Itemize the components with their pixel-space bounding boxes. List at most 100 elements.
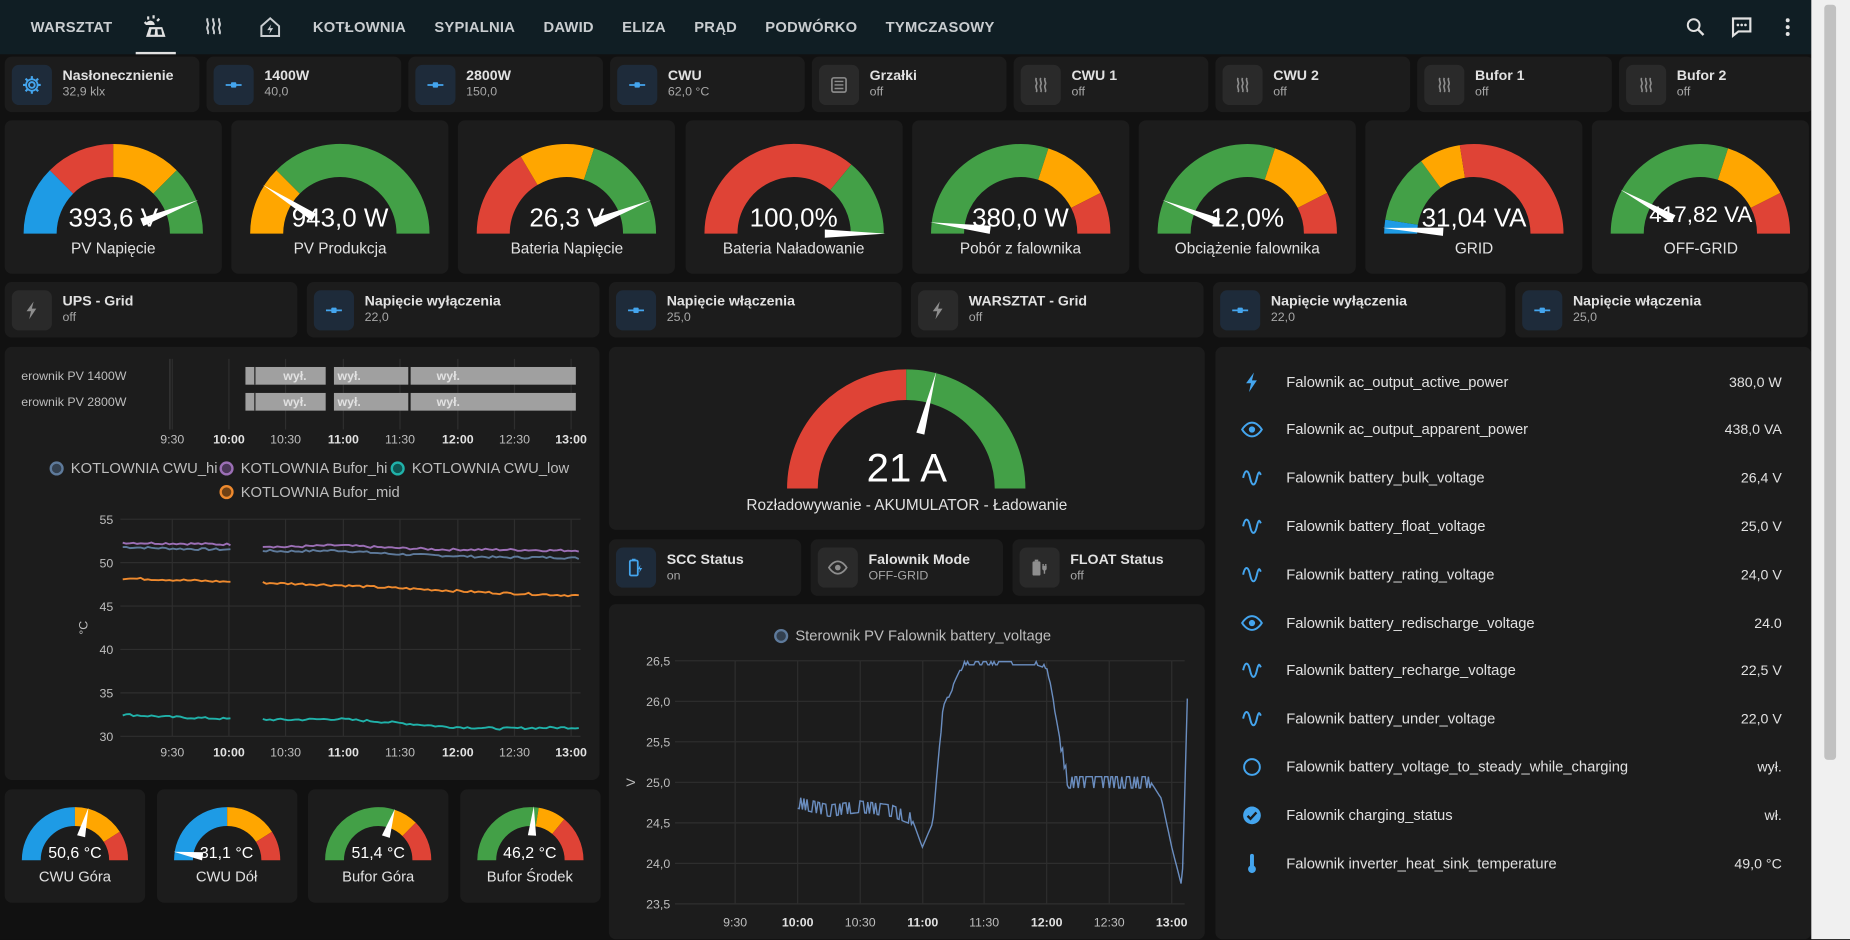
tile-icon-box[interactable] <box>615 289 657 330</box>
entity-row[interactable]: Falownik battery_recharge_voltage 22,5 V <box>1215 646 1796 694</box>
tab-dawid[interactable]: DAWID <box>529 0 608 54</box>
entity-tile[interactable]: Nasłonecznienie 32,9 klx <box>4 56 200 113</box>
entity-row[interactable]: Falownik battery_bulk_voltage 26,4 V <box>1215 454 1796 502</box>
legend-battery-voltage[interactable]: Sterownik PV Falownik battery_voltage <box>774 628 1051 644</box>
legend-cwu-hi[interactable]: KOTLOWNIA CWU_hi <box>49 460 218 477</box>
tab-home-power[interactable] <box>242 0 299 54</box>
gauge-card[interactable]: 380,0 W Pobór z falownika <box>911 120 1130 274</box>
entity-tile[interactable]: FLOAT Status off <box>1012 539 1205 596</box>
heater-icon <box>831 76 847 93</box>
legend-bufor-mid[interactable]: KOTLOWNIA Bufor_mid <box>219 484 400 500</box>
entity-tile[interactable]: CWU 2 off <box>1215 56 1411 113</box>
tile-icon-box[interactable] <box>918 289 959 330</box>
inverter-entity-list: Falownik ac_output_active_power 380,0 W … <box>1215 346 1812 940</box>
legend-bufor-hi[interactable]: KOTLOWNIA Bufor_hi <box>219 460 387 477</box>
entity-tile[interactable]: SCC Status on <box>608 539 802 596</box>
tile-icon-box[interactable] <box>817 547 858 588</box>
tab-kotlownia[interactable]: KOTŁOWNIA <box>299 0 420 54</box>
gauge-card[interactable]: 393,6 V PV Napięcie <box>4 120 222 274</box>
tab-heating[interactable] <box>185 0 242 54</box>
sine-wave-icon <box>1242 662 1262 679</box>
gauge-segment <box>787 369 907 489</box>
tile-state: off <box>968 310 983 326</box>
tile-icon-box[interactable] <box>11 289 52 330</box>
tile-icon-box[interactable] <box>1222 64 1263 105</box>
entity-row[interactable]: Falownik ac_output_active_power 380,0 W <box>1215 358 1796 406</box>
entity-tile[interactable]: CWU 1 off <box>1013 56 1209 113</box>
entity-row[interactable]: Falownik inverter_heat_sink_temperature … <box>1215 839 1796 887</box>
legend-cwu-low[interactable]: KOTLOWNIA CWU_low <box>390 460 569 477</box>
gauge-card[interactable]: 26,3 V Bateria Napięcie <box>458 120 676 274</box>
entity-row[interactable]: Falownik battery_voltage_to_steady_while… <box>1215 743 1796 791</box>
entity-tile[interactable]: Napięcie wyłączenia 22,0 <box>306 282 600 338</box>
entity-name: Falownik inverter_heat_sink_temperature <box>1286 854 1557 872</box>
scrollbar-thumb[interactable] <box>1824 4 1837 760</box>
tab-eliza[interactable]: ELIZA <box>608 0 680 54</box>
entity-row[interactable]: Falownik battery_under_voltage 22,0 V <box>1215 695 1796 743</box>
gauge-card[interactable]: 417,82 VA OFF-GRID <box>1592 120 1810 274</box>
entity-tile[interactable]: WARSZTAT - Grid off <box>910 282 1204 338</box>
gauge-card[interactable]: 943,0 W PV Produkcja <box>231 120 449 274</box>
tile-icon-box[interactable] <box>313 289 354 330</box>
gauge-segment <box>1070 192 1111 235</box>
entity-tile[interactable]: Grzałki off <box>811 56 1007 113</box>
more-vertical-icon[interactable] <box>1776 15 1800 39</box>
entity-tile[interactable]: Bufor 2 off <box>1618 56 1814 113</box>
entity-row[interactable]: Falownik ac_output_apparent_power 438,0 … <box>1215 406 1796 454</box>
tile-icon-box[interactable] <box>11 64 52 105</box>
tile-icon-box[interactable] <box>1522 289 1563 330</box>
search-icon[interactable] <box>1684 15 1708 39</box>
tile-state: 40,0 <box>264 85 289 100</box>
entity-row[interactable]: Falownik battery_redischarge_voltage 24.… <box>1215 598 1796 646</box>
battery-voltage-chart: 26,5 26,0 25,5 25,0 24,5 24,0 23,5 9:30 10:00 10:… <box>624 655 1189 929</box>
gauge-card[interactable]: 100,0% Bateria Naładowanie <box>685 120 903 274</box>
tab-prad[interactable]: PRĄD <box>680 0 751 54</box>
x-tick-label: 11:00 <box>328 745 359 759</box>
entity-tile[interactable]: 2800W 150,0 <box>408 56 603 113</box>
entity-tile[interactable]: Napięcie włączenia 25,0 <box>608 282 902 338</box>
gauge-segment <box>477 156 539 235</box>
heat-wave-icon <box>1640 76 1652 92</box>
tile-icon-box[interactable] <box>617 64 658 105</box>
tile-icon-box[interactable] <box>818 64 860 105</box>
gauge-card[interactable]: 31,04 VA GRID <box>1365 120 1583 274</box>
entity-tile[interactable]: CWU 62,0 °C <box>610 56 805 113</box>
tile-icon-box[interactable] <box>213 64 254 105</box>
tile-icon-box[interactable] <box>1220 289 1261 330</box>
entity-tile[interactable]: Falownik Mode OFF-GRID <box>810 539 1003 596</box>
page-scrollbar[interactable] <box>1811 0 1850 940</box>
entity-tile[interactable]: UPS - Grid off <box>4 282 298 338</box>
entity-tile[interactable]: Napięcie włączenia 25,0 <box>1515 282 1808 338</box>
tab-podworko[interactable]: PODWÓRKO <box>751 0 871 54</box>
tile-icon-box[interactable] <box>1424 64 1465 105</box>
gauge-label: PV Napięcie <box>71 239 156 258</box>
gauge-card[interactable]: 12,0% Obciążenie falownika <box>1138 120 1356 274</box>
tab-tymczasowy[interactable]: TYMCZASOWY <box>871 0 1008 54</box>
entity-tile[interactable]: 1400W 40,0 <box>206 56 402 113</box>
tile-state: 22,0 <box>1270 310 1295 326</box>
tile-icon-box[interactable] <box>615 547 657 588</box>
small-gauge-card[interactable]: 51,4 °C Bufor Góra <box>307 789 449 903</box>
tile-icon-box[interactable] <box>1020 64 1061 105</box>
tab-sypialnia[interactable]: SYPIALNIA <box>420 0 529 54</box>
entity-tile[interactable]: Bufor 1 off <box>1417 56 1612 113</box>
entity-row[interactable]: Falownik battery_rating_voltage 24,0 V <box>1215 550 1796 598</box>
assist-icon[interactable] <box>1729 14 1755 40</box>
timeline-segment <box>245 366 326 385</box>
tile-text: 2800W 150,0 <box>466 68 511 101</box>
entity-row[interactable]: Falownik battery_float_voltage 25,0 V <box>1215 502 1796 550</box>
small-gauge-card[interactable]: 31,1 °C CWU Dół <box>156 789 297 903</box>
small-gauge-card[interactable]: 46,2 °C Bufor Środek <box>459 789 601 903</box>
timeline-segment-label: wył. <box>282 395 306 409</box>
tile-icon-box[interactable] <box>1626 64 1667 105</box>
entity-row[interactable]: Falownik charging_status wł. <box>1215 791 1796 839</box>
gauge-arc <box>929 143 1111 235</box>
tile-icon-box[interactable] <box>415 64 456 105</box>
tab-solar[interactable] <box>126 0 185 55</box>
tile-icon-box[interactable] <box>1019 547 1060 588</box>
tab-warsztat[interactable]: WARSZTAT <box>17 0 127 54</box>
heat-wave-icon <box>1035 76 1047 92</box>
entity-tile[interactable]: Napięcie wyłączenia 22,0 <box>1213 282 1506 338</box>
tile-state: off <box>1070 568 1084 583</box>
small-gauge-card[interactable]: 50,6 °C CWU Góra <box>4 789 146 903</box>
